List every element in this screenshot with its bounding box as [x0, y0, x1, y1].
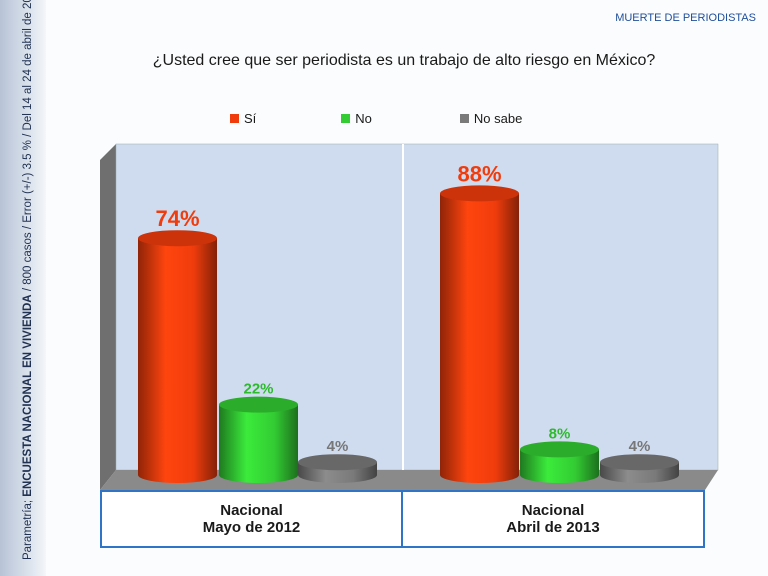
bar-sí-0: [138, 230, 217, 483]
bar-top: [138, 230, 217, 247]
legend-swatch: [230, 114, 239, 123]
bar-body: [520, 449, 599, 483]
bar-body: [138, 238, 217, 483]
data-label: 88%: [457, 161, 501, 186]
category-line: Nacional: [220, 502, 283, 519]
bar-no-sabe-0: [298, 454, 377, 483]
category-label-2012: Nacional Mayo de 2012: [100, 490, 403, 548]
data-label: 8%: [549, 425, 571, 442]
legend-swatch: [459, 114, 469, 123]
category-line: Abril de 2013: [506, 519, 600, 536]
legend-item: Sí: [230, 111, 256, 126]
data-label: 4%: [629, 438, 651, 455]
side-wall: [100, 144, 116, 490]
legend-item: No sabe: [459, 111, 523, 126]
bar-body: [440, 193, 519, 483]
legend-item: No: [341, 111, 372, 126]
data-label: 4%: [327, 438, 349, 455]
legend-label: No: [355, 111, 372, 126]
bar-top: [520, 441, 599, 458]
bar-top: [600, 454, 679, 471]
category-line: Nacional: [521, 502, 585, 519]
bar-top: [440, 185, 519, 202]
legend-label: Sí: [244, 111, 257, 126]
side-watermark-band: [0, 0, 46, 576]
legend-swatch: [341, 114, 351, 123]
bar-no-0: [219, 396, 298, 483]
category-label-2013: Nacional Abril de 2013: [401, 490, 705, 548]
bar-no-1: [520, 441, 599, 483]
bar-top: [298, 454, 377, 471]
section-header: MUERTE DE PERIODISTAS: [615, 12, 756, 24]
bar-body: [219, 404, 298, 483]
data-label: 22%: [243, 381, 273, 398]
chart-title: ¿Usted cree que ser periodista es un tra…: [152, 52, 656, 69]
legend-label: No sabe: [473, 111, 523, 126]
data-label: 74%: [155, 206, 199, 231]
category-line: Mayo de 2012: [202, 519, 301, 536]
bar-top: [219, 396, 298, 413]
legend: Sí No No sabe: [230, 111, 522, 126]
bar-sí-1: [440, 185, 519, 483]
bar-no-sabe-1: [600, 454, 679, 483]
